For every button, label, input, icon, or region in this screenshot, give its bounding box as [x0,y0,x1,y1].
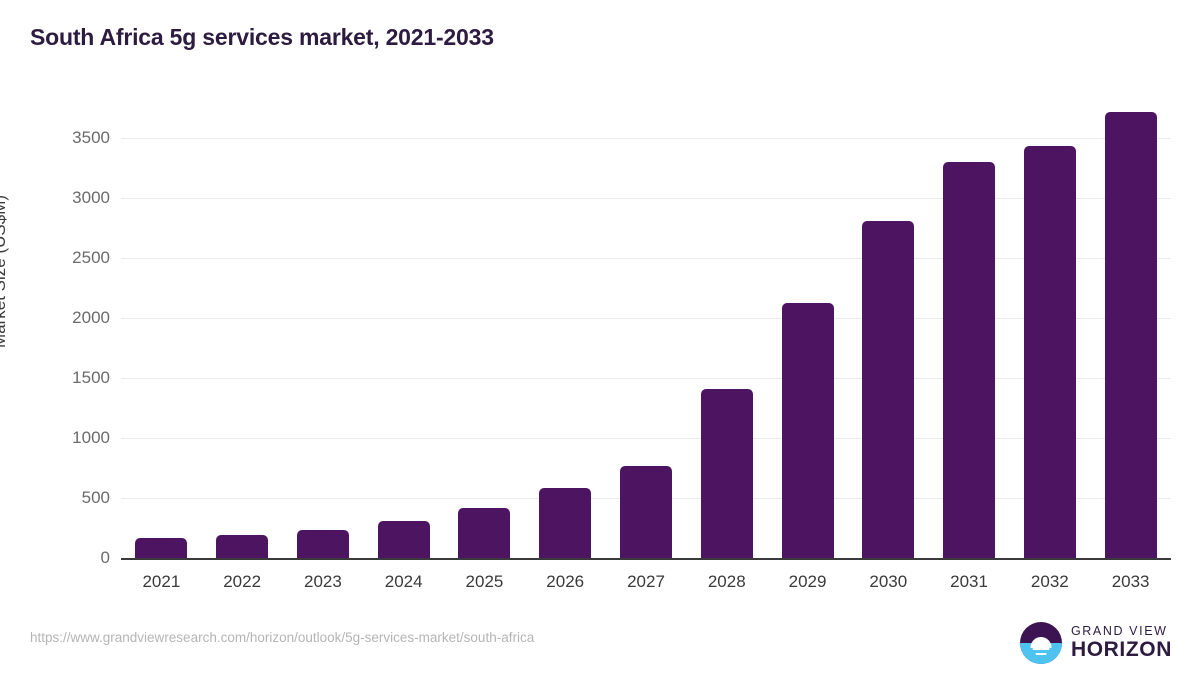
bar-2030[interactable] [862,221,915,558]
gridline [121,138,1171,139]
y-tick-label: 2000 [72,308,110,327]
bar-slot [121,110,202,558]
bar-slot [363,110,444,558]
x-tick-label-2023: 2023 [304,572,342,591]
gridline [121,318,1171,319]
x-tick-label-2022: 2022 [223,572,262,591]
x-tick-label-2028: 2028 [707,572,746,591]
x-tick-label-2029: 2029 [788,572,827,591]
y-axis-label: Market Size (US$M) [0,194,9,348]
logo-line-lower [1035,653,1047,656]
logo-line-upper [1032,648,1050,651]
bar-slot [1009,110,1090,558]
bar-slot [767,110,848,558]
x-tick-label-2030: 2030 [869,572,908,591]
bar-2023[interactable] [296,530,349,558]
grand-view-horizon-logo[interactable]: GRAND VIEW HORIZON [1019,622,1172,664]
source-url[interactable]: https://www.grandviewresearch.com/horizo… [30,630,535,645]
bar-slot [283,110,364,558]
y-tick-label: 3000 [72,188,110,207]
y-tick-label: 500 [81,488,110,507]
bar-series [121,110,1171,558]
bar-slot [1090,110,1171,558]
bar-slot [848,110,929,558]
bar-2021[interactable] [135,537,188,558]
logo-text: GRAND VIEW HORIZON [1071,625,1172,660]
x-tick-label-2021: 2021 [142,572,181,591]
horizon-sun-icon [1019,622,1062,664]
gridline [121,258,1171,259]
gridline [121,378,1171,379]
bar-slot [929,110,1010,558]
bar-2022[interactable] [216,535,269,558]
bar-2032[interactable] [1023,145,1076,558]
bar-2029[interactable] [781,303,834,558]
bar-2031[interactable] [943,162,996,558]
x-tick-label-2025: 2025 [465,572,504,591]
bar-2024[interactable] [377,521,430,558]
logo-top-text: GRAND VIEW [1070,624,1168,639]
y-tick-label: 1500 [72,368,110,387]
bar-2033[interactable] [1104,111,1157,558]
y-tick-label: 2500 [72,248,110,267]
logo-bottom-text: HORIZON [1070,637,1172,661]
gridline [121,438,1171,439]
bar-slot [202,110,283,558]
bar-2026[interactable] [539,487,592,558]
bar-slot [525,110,606,558]
x-tick-label-2026: 2026 [546,572,585,591]
y-tick-label: 0 [100,548,110,567]
page-title: South Africa 5g services market, 2021-20… [30,24,494,50]
bar-2025[interactable] [458,507,511,558]
y-tick-label: 3500 [72,128,110,147]
x-tick-label-2032: 2032 [1030,572,1069,591]
bar-slot [606,110,687,558]
bar-2027[interactable] [619,466,672,558]
x-tick-label-2027: 2027 [627,572,665,591]
x-axis-line [121,558,1171,560]
x-tick-label-2031: 2031 [950,572,988,591]
y-tick-label: 1000 [72,428,110,447]
x-tick-label-2024: 2024 [384,572,423,591]
x-tick-label-2033: 2033 [1111,572,1150,591]
gridline [121,198,1171,199]
bar-slot [686,110,767,558]
bar-2028[interactable] [700,388,753,558]
logo-dome-shape [1030,637,1052,649]
bar-slot [444,110,525,558]
